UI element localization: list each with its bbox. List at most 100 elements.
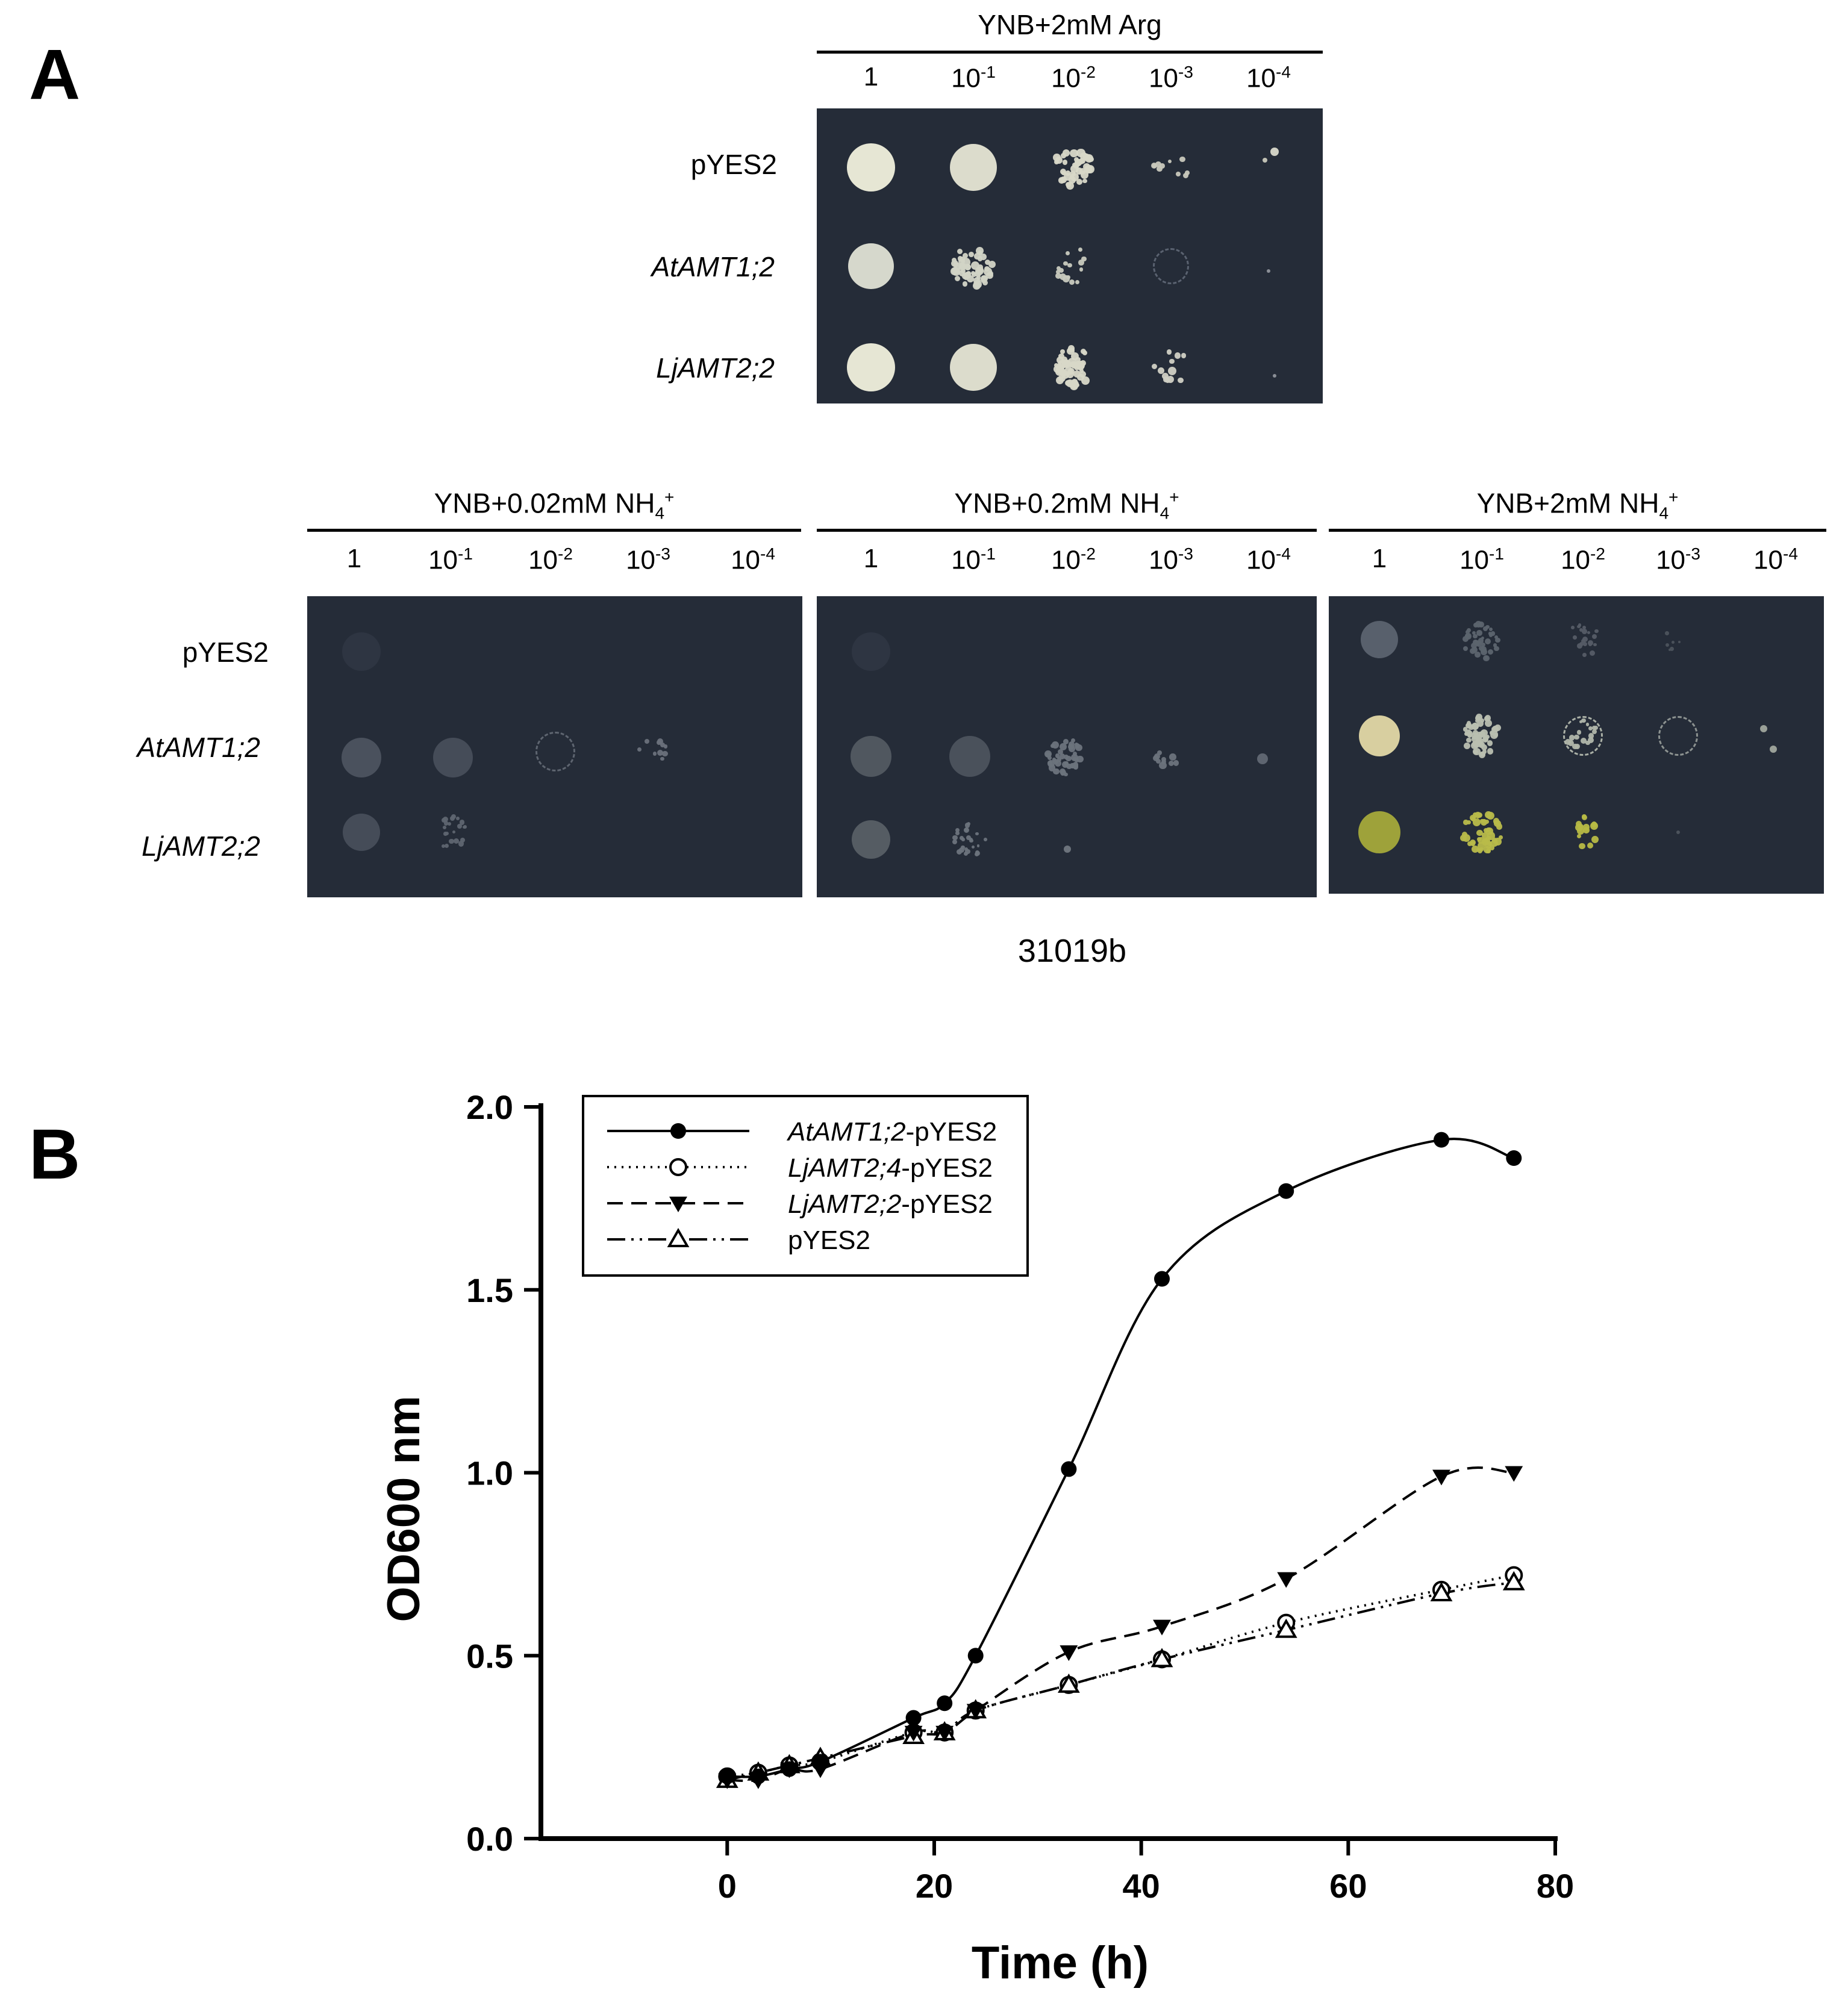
colony-spot <box>1169 753 1176 761</box>
data-point-series-2 <box>1432 1469 1450 1486</box>
colony-spot <box>1072 378 1078 385</box>
colony-spot <box>1479 738 1484 743</box>
colony-spot <box>1463 820 1469 825</box>
colony-spot <box>1472 845 1479 853</box>
colony-spot <box>1495 638 1500 643</box>
colony-spot <box>452 830 456 833</box>
colony-spot <box>1582 628 1588 634</box>
colony-spot <box>1061 170 1066 176</box>
nh4-1-dilution-2: 10-2 <box>502 546 599 574</box>
colony-spot <box>1569 735 1575 741</box>
colony-spot <box>973 276 981 284</box>
colony-spot <box>1475 715 1481 721</box>
colony-spot <box>433 738 473 777</box>
colony-spot <box>1485 638 1491 645</box>
colony-spot <box>966 835 972 840</box>
colony-spot <box>965 849 970 855</box>
colony-spot <box>1069 175 1075 179</box>
colony-spot <box>976 267 984 274</box>
colony-spot <box>1481 818 1487 824</box>
colony-spot <box>660 742 666 747</box>
colony-spot <box>1477 734 1482 739</box>
nh4-1-dilution-3: 10-3 <box>600 546 696 574</box>
colony-spot <box>1487 740 1493 746</box>
colony-spot <box>1158 367 1165 375</box>
colony-spot <box>1482 749 1487 754</box>
colony-spot <box>1582 636 1588 643</box>
legend-label-italic-1: LjAMT2;4 <box>788 1153 901 1183</box>
colony-spot <box>1157 166 1163 172</box>
colony-spot <box>1173 760 1179 766</box>
data-point-series-2 <box>1277 1572 1296 1588</box>
colony-spot <box>1480 729 1488 737</box>
colony-spot <box>1163 376 1169 382</box>
arg-dilution-base-3: 10 <box>1149 63 1179 93</box>
colony-spot <box>955 831 960 836</box>
arg-dilution-exp-4: -4 <box>1276 63 1291 81</box>
colony-spot <box>1472 631 1476 635</box>
data-point-series-0 <box>1433 1132 1449 1148</box>
colony-spot <box>1069 149 1078 158</box>
colony-spot <box>1061 371 1069 379</box>
nh4-3-dilution-exp-3: -3 <box>1685 544 1700 563</box>
colony-spot <box>1070 352 1079 360</box>
colony-spot <box>1062 360 1070 367</box>
nh4-2-dilution-exp-1: -1 <box>981 544 996 563</box>
colony-spot <box>975 850 979 855</box>
colony-spot <box>1083 154 1091 161</box>
colony-spot <box>1576 729 1582 735</box>
colony-spot <box>1577 833 1582 839</box>
colony-spot <box>1496 823 1503 830</box>
colony-spot <box>1076 167 1083 175</box>
legend-marker-2 <box>669 1196 687 1212</box>
data-point-series-0 <box>1061 1461 1077 1477</box>
arg-dilution-exp-3: -3 <box>1178 63 1193 81</box>
colony-spot <box>1477 720 1484 727</box>
colony-spot <box>1075 159 1082 166</box>
colony-spot <box>1477 836 1485 844</box>
colony-spot <box>1587 737 1594 743</box>
colony-spot <box>1064 379 1072 387</box>
colony-spot <box>1079 168 1086 175</box>
colony-spot <box>952 835 958 841</box>
colony-spot <box>1047 755 1052 760</box>
nh4-2-dilution-3: 10-3 <box>1123 546 1219 574</box>
colony-spot <box>955 827 960 833</box>
colony-spot <box>1671 640 1675 644</box>
colony-spot <box>1466 820 1471 825</box>
arg-dilution-3: 10-3 <box>1123 64 1219 92</box>
nh4-condition-title-2: YNB+0.2mM NH4+ <box>817 489 1317 522</box>
colony-spot <box>975 832 979 836</box>
nh4-2-dilution-base-3: 10 <box>1149 545 1179 575</box>
data-point-series-2 <box>1153 1619 1171 1636</box>
nh4-row-label-atamt1-2: AtAMT1;2 <box>137 732 260 763</box>
colony-spot <box>1485 625 1490 629</box>
colony-spot <box>1466 722 1471 727</box>
colony-spot <box>1583 826 1590 833</box>
colony-spot <box>1068 367 1075 375</box>
colony-spot <box>1466 737 1472 743</box>
nh4-title-main-1: YNB+0.02mM NH <box>434 487 655 519</box>
nh4-1-dilution-1: 10-1 <box>402 546 499 574</box>
nh4-3-dilution-base-2: 10 <box>1561 545 1591 575</box>
colony-spot <box>1478 638 1484 644</box>
colony-spot <box>1770 746 1777 753</box>
colony-spot <box>1069 279 1075 285</box>
colony-spot <box>1168 159 1172 163</box>
colony-spot <box>1055 364 1064 373</box>
colony-spot <box>441 844 445 848</box>
colony-spot <box>1081 376 1090 385</box>
nh4-2-dilution-exp-3: -3 <box>1178 544 1193 563</box>
colony-spot <box>1057 749 1063 755</box>
colony-spot <box>1474 812 1481 819</box>
colony-spot <box>1466 730 1473 737</box>
colony-spot <box>1594 725 1599 730</box>
legend-label-suffix-3: pYES2 <box>788 1226 870 1255</box>
colony-spot <box>1078 260 1085 266</box>
colony-spot <box>1056 269 1061 274</box>
colony-spot <box>958 262 966 270</box>
colony-spot <box>1665 643 1670 647</box>
colony-spot <box>1678 640 1681 644</box>
arg-row-label-pyes2: pYES2 <box>690 149 777 180</box>
arg-dilution-4: 10-4 <box>1220 64 1317 92</box>
